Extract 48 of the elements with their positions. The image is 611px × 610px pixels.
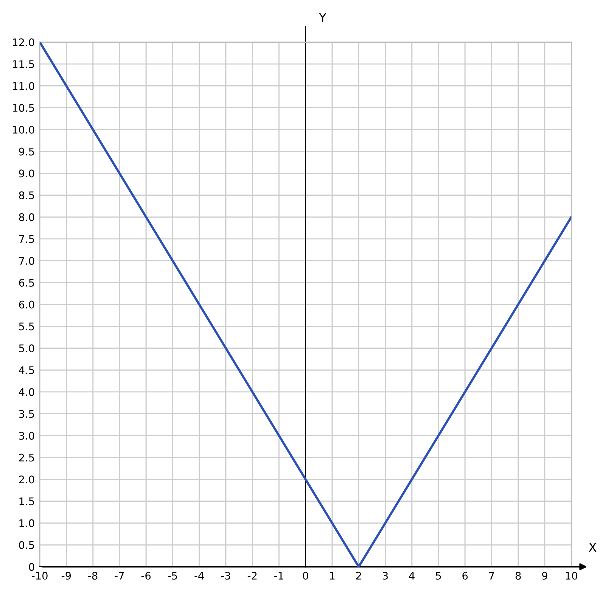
y-tick-label: 12.0 [13,38,34,46]
y-tick-label: 0 [29,563,34,572]
y-tick-label: 6.5 [19,279,34,287]
y-tick-label: 6.0 [19,300,34,309]
y-tick-label: 10.5 [13,104,34,112]
x-tick-label: 4 [409,572,415,580]
y-tick-label: 2.5 [19,454,34,462]
y-tick-label: 2.0 [19,476,34,484]
y-tick-label: 4.0 [19,388,34,396]
x-axis-title: X [588,542,597,552]
x-tick-label: 0 [303,572,308,580]
x-tick-label: 2 [356,572,362,580]
y-tick-label: 8.5 [19,192,34,200]
y-tick-label: 5.5 [19,322,34,331]
x-tick-label: 5 [436,572,442,580]
x-tick-label: -10 [32,572,48,580]
y-tick-label: 10.0 [13,126,34,134]
y-tick-label: 7.0 [19,257,34,266]
x-tick-label: 1 [330,572,335,580]
y-tick-label: 11.0 [13,82,34,90]
x-tick-label: -9 [62,572,72,580]
x-tick-label: -3 [221,572,230,580]
y-tick-label: 4.5 [19,366,34,374]
x-tick-label: 3 [383,572,388,580]
x-tick-label: -6 [142,572,151,580]
x-tick-label: 7 [489,572,494,580]
y-tick-label: 5.0 [19,344,34,353]
y-tick-label: 3.0 [19,432,34,440]
x-tick-label: -5 [168,572,178,580]
y-tick-label: 9.5 [19,148,34,156]
x-tick-label: 10 [566,572,578,580]
y-axis-title: Y [319,13,327,22]
x-tick-label: 6 [462,572,468,580]
y-tick-label: 7.5 [19,235,34,244]
x-tick-label: 8 [516,572,522,580]
x-tick-label: -2 [248,572,257,580]
x-tick-label: -7 [115,572,124,580]
y-tick-label: 3.5 [19,410,34,418]
y-tick-label: 1.0 [20,520,34,528]
x-tick-label: -4 [194,572,204,580]
y-tick-label: 0.5 [19,541,34,550]
x-tick-label: -8 [88,572,98,580]
x-tick-label: -1 [274,572,284,580]
y-tick-label: 8.0 [19,213,34,222]
y-tick-label: 11.5 [13,60,34,68]
x-tick-label: 9 [542,572,548,580]
y-tick-label: 1.5 [20,498,34,506]
y-tick-label: 9.0 [19,170,34,178]
